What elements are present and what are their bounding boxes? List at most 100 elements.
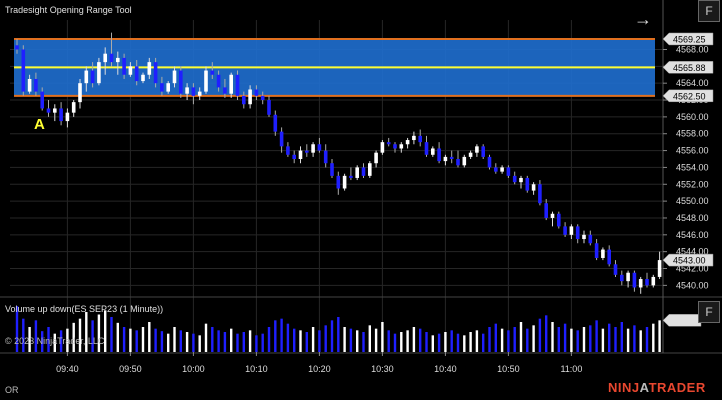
volume-bar (41, 331, 44, 352)
candle-body (380, 142, 385, 153)
candle-body (27, 78, 32, 92)
volume-bar (318, 330, 321, 352)
chart-options-button[interactable]: F (698, 0, 720, 22)
candle (575, 224, 580, 244)
candle (487, 154, 492, 170)
candle-body (525, 177, 530, 191)
candle (185, 83, 189, 101)
annotation-label: A (34, 116, 45, 133)
volume-bar (450, 330, 453, 352)
time-tick-label: 10:50 (497, 364, 520, 374)
time-tick-label: 11:00 (560, 364, 582, 374)
candle-body (71, 102, 76, 113)
volume-bar (47, 327, 50, 352)
volume-bar (557, 327, 560, 352)
candle (494, 163, 498, 174)
volume-layer (15, 306, 661, 352)
candle-body (575, 226, 580, 240)
volume-bar (97, 314, 101, 352)
candle-body (134, 66, 139, 82)
volume-bar (639, 330, 642, 352)
candle (475, 144, 479, 157)
price-flag-bg (662, 89, 714, 103)
volume-options-button[interactable]: F (698, 301, 720, 323)
candle-body (53, 108, 57, 113)
candle (305, 144, 309, 157)
price-tick-label: 4554.00 (676, 162, 709, 172)
candle-body (494, 167, 498, 172)
price-flag-range_high: 4569.25 (662, 32, 714, 46)
candle-body (449, 156, 454, 159)
volume-bar (469, 332, 472, 352)
candle (456, 150, 460, 168)
candle-body (90, 70, 95, 84)
price-flag-label: 4562.50 (673, 91, 706, 101)
volume-bar (22, 318, 25, 352)
volume-bar (267, 327, 271, 352)
candle-body (462, 156, 467, 166)
candle (342, 173, 347, 191)
candle (160, 76, 164, 96)
candle-body (34, 78, 38, 92)
candle-body (437, 148, 441, 162)
volume-bar (15, 306, 19, 352)
volume-bar (53, 333, 56, 352)
volume-bar (570, 328, 573, 352)
time-tick-label: 10:10 (245, 364, 268, 374)
candle-body (336, 175, 341, 189)
candle-body (185, 87, 189, 94)
volume-bar (356, 330, 359, 352)
candle (349, 167, 353, 181)
candle-body (443, 156, 448, 162)
candle (368, 161, 372, 178)
volume-bar (456, 333, 460, 352)
volume-bar (122, 327, 126, 352)
volume-bar (173, 327, 176, 352)
candle (323, 144, 328, 168)
arrow-right-icon[interactable]: → (634, 9, 652, 29)
candle (317, 137, 322, 153)
volume-bar (482, 333, 485, 352)
candle-body (147, 62, 152, 75)
candle (46, 100, 51, 117)
volume-bar (626, 328, 630, 352)
volume-bar (633, 325, 636, 352)
candle (462, 154, 467, 168)
candle-body (424, 142, 429, 155)
volume-bar (362, 332, 365, 352)
price-flag-label: 4569.25 (673, 34, 706, 44)
grid-layer (0, 0, 722, 354)
candle (21, 45, 26, 96)
volume-bar (305, 332, 308, 352)
candle (380, 140, 385, 155)
volume-bar (387, 330, 390, 352)
volume-bar (368, 325, 371, 352)
volume-bar (431, 335, 434, 352)
candle (651, 274, 656, 288)
candle (172, 66, 177, 88)
candle-body (248, 89, 252, 105)
volume-bar (311, 327, 315, 352)
time-tick-label: 09:50 (119, 364, 142, 374)
candle (531, 182, 536, 195)
candle (607, 245, 611, 267)
candle (286, 142, 290, 157)
mode-label: OR (5, 385, 19, 395)
volume-bar (526, 328, 529, 352)
candle-body (65, 112, 70, 122)
candle (204, 66, 208, 94)
candle-body (15, 45, 19, 50)
candle-body (506, 167, 511, 176)
volume-bar (192, 333, 195, 352)
time-axis: 09:40 09:50 10:00 10:10 10:20 10:30 10:40 10:50… (56, 352, 582, 374)
candle (437, 142, 441, 164)
candle-body (298, 150, 303, 159)
candle (59, 102, 63, 126)
volume-bar (185, 332, 189, 352)
candle (216, 70, 221, 92)
volume-bar (141, 327, 145, 352)
candle (210, 62, 215, 79)
price-flag-label: 4565.88 (673, 63, 706, 73)
price-flag-bg (662, 61, 714, 74)
